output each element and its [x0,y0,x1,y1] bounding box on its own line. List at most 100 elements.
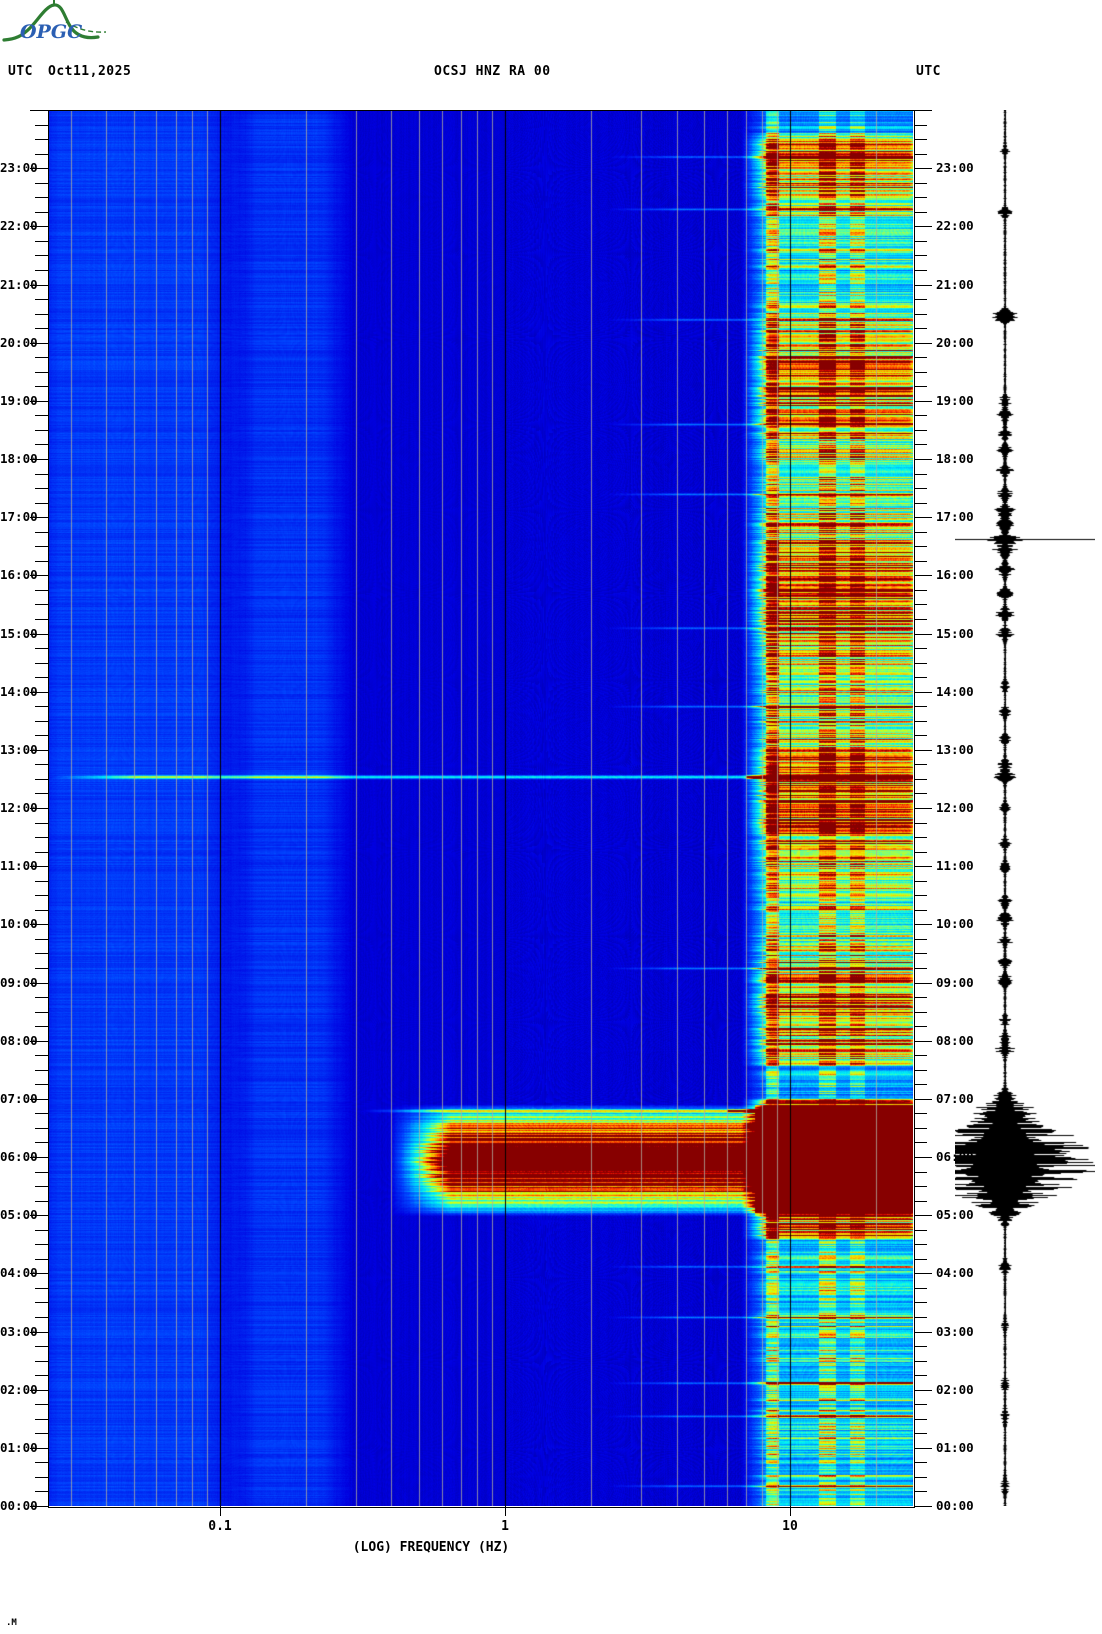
header-utc-left: UTC [8,64,33,79]
y-axis-minor-tick [914,1172,927,1173]
y-axis-minor-tick [914,968,927,969]
y-axis-minor-tick [35,125,48,126]
y-axis-minor-tick [35,328,48,329]
y-axis-label-left-0400: 04:00 [0,1265,38,1280]
y-axis-minor-tick [35,1302,48,1303]
y-axis-minor-tick [35,1244,48,1245]
y-axis-minor-tick [914,677,927,678]
y-axis-major-tick [914,285,932,286]
y-axis-major-tick [914,1273,932,1274]
y-axis-minor-tick [35,881,48,882]
y-axis-minor-tick [914,910,927,911]
y-axis-minor-tick [35,1070,48,1071]
y-axis-minor-tick [914,852,927,853]
corner-mark: .M [6,1618,17,1628]
y-axis-minor-tick [35,444,48,445]
y-axis-minor-tick [914,415,927,416]
y-axis-minor-tick [35,968,48,969]
y-axis-label-left-0100: 01:00 [0,1440,38,1455]
y-axis-label-left-0000: 00:00 [0,1498,38,1513]
y-axis-minor-tick [914,474,927,475]
logo-text: OPGC [20,21,82,43]
seismogram-trace-panel[interactable] [955,110,1095,1506]
y-axis-major-tick [30,1390,48,1391]
seismogram-canvas [955,110,1095,1506]
y-axis-major-tick [30,1041,48,1042]
y-axis-minor-tick [914,590,927,591]
y-axis-label-left-2000: 20:00 [0,335,38,350]
y-axis-minor-tick [914,1055,927,1056]
y-axis-minor-tick [914,1462,927,1463]
y-axis-major-tick [914,1041,932,1042]
x-axis-label-10: 10 [782,1519,798,1534]
y-axis-minor-tick [914,1113,927,1114]
y-axis-major-tick [914,634,932,635]
y-axis-major-tick [30,808,48,809]
y-axis-minor-tick [35,895,48,896]
y-axis-minor-tick [35,604,48,605]
y-axis-label-left-0700: 07:00 [0,1091,38,1106]
y-axis-major-tick [30,459,48,460]
y-axis-major-tick [914,924,932,925]
y-axis-minor-tick [914,823,927,824]
y-axis-label-left-0600: 06:00 [0,1149,38,1164]
x-axis-tick-01 [220,1506,221,1516]
y-axis-minor-tick [35,1142,48,1143]
y-axis-minor-tick [35,139,48,140]
y-axis-minor-tick [914,386,927,387]
y-axis-minor-tick [35,735,48,736]
y-axis-major-tick [914,226,932,227]
y-axis-major-tick [914,110,932,111]
y-axis-minor-tick [914,154,927,155]
y-axis-minor-tick [35,706,48,707]
y-axis-label-left-1100: 11:00 [0,858,38,873]
y-axis-minor-tick [914,1375,927,1376]
spectrogram-plot[interactable] [48,110,913,1506]
y-axis-minor-tick [35,1012,48,1013]
y-axis-minor-tick [35,837,48,838]
y-axis-minor-tick [914,299,927,300]
y-axis-minor-tick [914,197,927,198]
y-axis-minor-tick [35,663,48,664]
y-axis-minor-tick [914,532,927,533]
y-axis-major-tick [30,401,48,402]
y-axis-minor-tick [35,255,48,256]
y-axis-major-tick [30,750,48,751]
y-axis-major-tick [914,401,932,402]
y-axis-label-left-0200: 02:00 [0,1382,38,1397]
y-axis-minor-tick [914,1361,927,1362]
y-axis-major-tick [914,1099,932,1100]
y-axis-minor-tick [914,1433,927,1434]
x-axis-title: (LOG) FREQUENCY (HZ) [352,1540,510,1555]
y-axis-minor-tick [914,328,927,329]
y-axis-minor-tick [35,386,48,387]
y-axis-minor-tick [35,1317,48,1318]
y-axis-minor-tick [914,619,927,620]
y-axis-minor-tick [914,546,927,547]
y-axis-minor-tick [914,372,927,373]
y-axis-major-tick [914,1390,932,1391]
y-axis-major-tick [30,1448,48,1449]
y-axis-major-tick [30,1157,48,1158]
y-axis-minor-tick [35,1186,48,1187]
y-axis-minor-tick [35,546,48,547]
y-axis-label-left-1900: 19:00 [0,393,38,408]
y-axis-major-tick [914,459,932,460]
y-axis-minor-tick [35,910,48,911]
y-axis-minor-tick [914,1084,927,1085]
y-axis-major-tick [30,634,48,635]
y-axis-major-tick [914,1215,932,1216]
y-axis-major-tick [30,517,48,518]
y-axis-minor-tick [914,648,927,649]
y-axis-minor-tick [35,357,48,358]
y-axis-minor-tick [35,793,48,794]
y-axis-minor-tick [914,1419,927,1420]
y-axis-major-tick [30,285,48,286]
y-axis-minor-tick [35,1288,48,1289]
y-axis-major-tick [30,575,48,576]
y-axis-minor-tick [914,314,927,315]
y-axis-major-tick [914,168,932,169]
y-axis-major-tick [914,1332,932,1333]
y-axis-major-tick [914,1506,932,1507]
y-axis-minor-tick [914,255,927,256]
